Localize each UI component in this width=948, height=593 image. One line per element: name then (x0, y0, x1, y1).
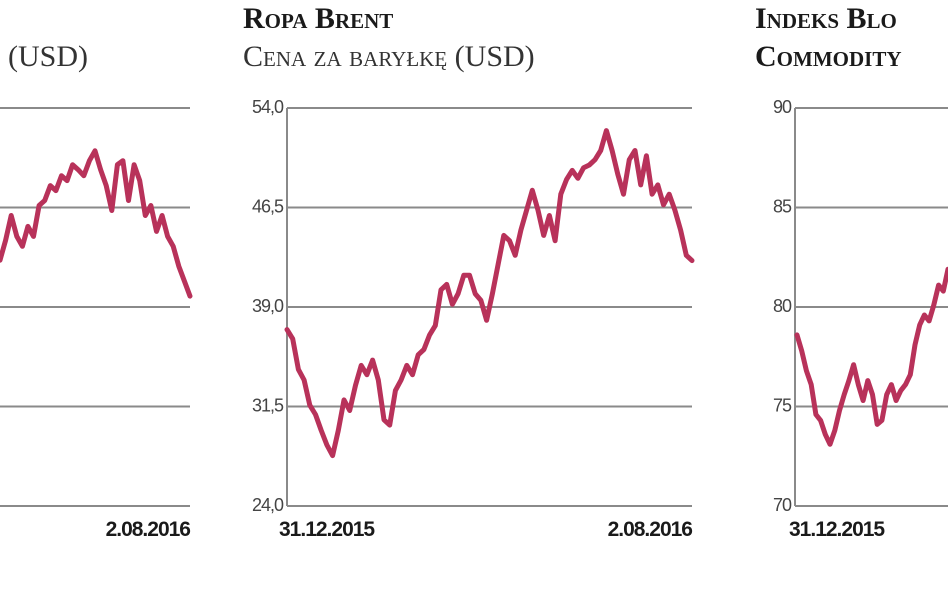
chart-subtitle: (USD) (8, 40, 88, 73)
x-tick-label: 31.12.2015 (789, 518, 885, 541)
data-line (284, 128, 695, 459)
x-tick-label: 2.08.2016 (106, 518, 191, 541)
y-tick-label: 39,0 (252, 296, 284, 316)
y-tick-label: 24,0 (252, 495, 284, 515)
y-tick-label: 90 (773, 97, 792, 117)
y-tick-label: 70 (773, 495, 792, 515)
chart-subtitle: Cena za baryłkę (USD) (243, 40, 535, 73)
x-tick-label: 2.08.2016 (608, 518, 693, 541)
y-tick-label: 54,0 (252, 97, 284, 117)
y-tick-label: 85 (773, 196, 792, 216)
chart-title: Indeks Blo (755, 2, 897, 35)
data-line (794, 266, 948, 447)
y-tick-label: 80 (773, 296, 792, 316)
y-tick-label: 46,5 (252, 196, 284, 216)
data-line (0, 148, 193, 299)
x-tick-label: 31.12.2015 (279, 518, 375, 541)
y-tick-label: 31,5 (252, 395, 284, 415)
chart-title: Ropa Brent (243, 2, 393, 35)
y-tick-label: 75 (773, 395, 792, 415)
chart-subtitle: Commodity (755, 40, 902, 73)
